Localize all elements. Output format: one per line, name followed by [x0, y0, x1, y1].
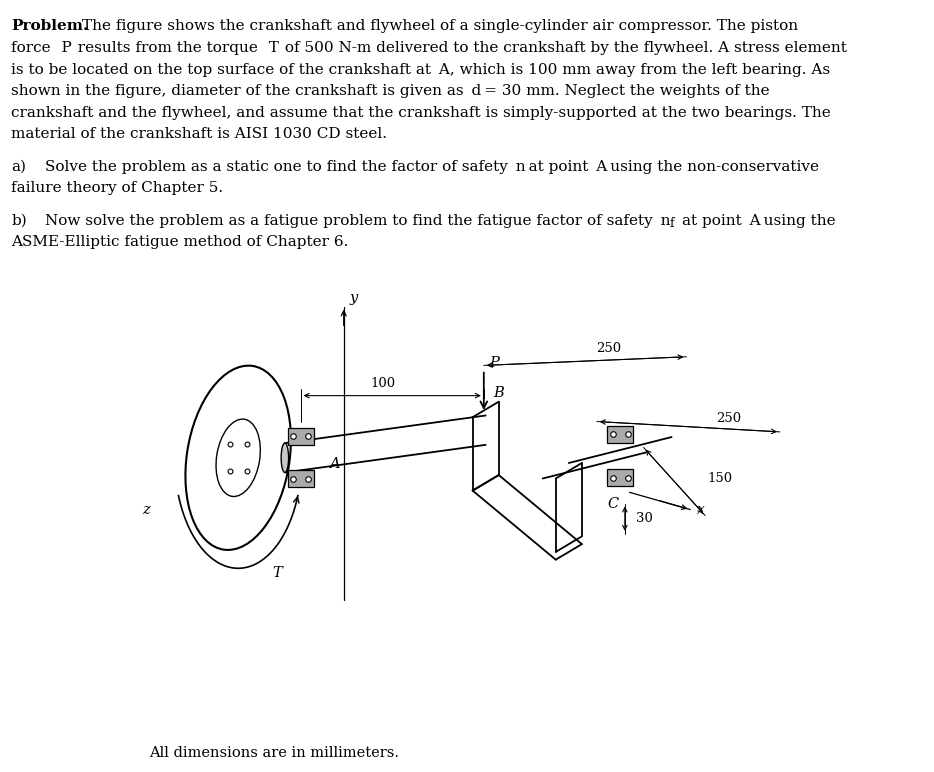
Text: B: B — [493, 386, 504, 400]
Text: shown in the figure, diameter of the crankshaft is given as  d = 30 mm. Neglect : shown in the figure, diameter of the cra… — [11, 84, 770, 98]
Text: P: P — [489, 356, 500, 370]
Bar — [288, 470, 314, 487]
Text: C: C — [607, 496, 618, 510]
Text: b): b) — [11, 214, 27, 228]
Text: 100: 100 — [371, 377, 395, 390]
Text: y: y — [349, 291, 358, 305]
Text: The figure shows the crankshaft and flywheel of a single-cylinder air compressor: The figure shows the crankshaft and flyw… — [82, 19, 799, 33]
Text: 250: 250 — [716, 412, 742, 425]
Text: is to be located on the top surface of the crankshaft at  A, which is 100 mm awa: is to be located on the top surface of t… — [11, 63, 830, 76]
Bar — [288, 428, 314, 445]
Text: A: A — [329, 457, 339, 471]
Text: T: T — [273, 566, 282, 580]
Text: ASME-Elliptic fatigue method of Chapter 6.: ASME-Elliptic fatigue method of Chapter … — [11, 235, 348, 249]
Text: Problem.: Problem. — [11, 19, 89, 33]
Text: All dimensions are in millimeters.: All dimensions are in millimeters. — [149, 747, 400, 760]
Text: at point  A using the: at point A using the — [682, 214, 835, 228]
Text: Solve the problem as a static one to find the factor of safety  n at point  A us: Solve the problem as a static one to fin… — [45, 160, 819, 174]
Text: 30: 30 — [636, 512, 653, 525]
Text: a): a) — [11, 160, 26, 174]
Text: z: z — [142, 503, 149, 516]
Text: failure theory of Chapter 5.: failure theory of Chapter 5. — [11, 181, 223, 195]
Text: force   P  results from the torque   T  of 500 N-m delivered to the crankshaft b: force P results from the torque T of 500… — [11, 41, 847, 55]
Text: Now solve the problem as a fatigue problem to find the fatigue factor of safety : Now solve the problem as a fatigue probl… — [45, 214, 671, 228]
Text: 250: 250 — [597, 343, 621, 355]
Text: 150: 150 — [707, 472, 732, 485]
Text: material of the crankshaft is AISI 1030 CD steel.: material of the crankshaft is AISI 1030 … — [11, 127, 388, 141]
Text: f: f — [670, 217, 674, 230]
Bar — [607, 426, 633, 443]
Ellipse shape — [281, 443, 289, 472]
Bar — [607, 469, 633, 486]
Text: x: x — [697, 503, 704, 516]
Text: crankshaft and the flywheel, and assume that the crankshaft is simply-supported : crankshaft and the flywheel, and assume … — [11, 106, 831, 120]
